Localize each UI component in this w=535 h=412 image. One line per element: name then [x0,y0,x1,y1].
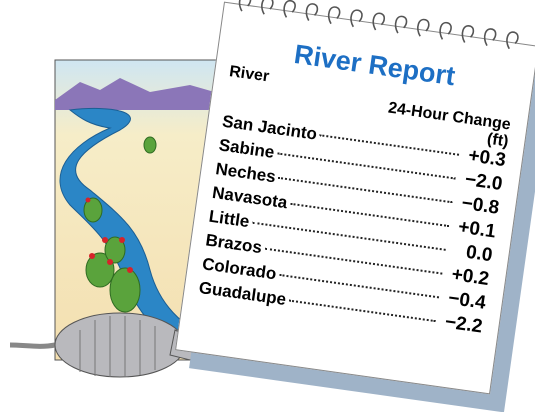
change-value: −0.8 [454,192,501,220]
spiral-ring [417,19,430,37]
spiral-ring [439,22,452,40]
spiral-ring [483,28,496,46]
spiral-ring [283,0,296,18]
spiral-ring [238,0,251,12]
spiral-ring [261,0,274,15]
change-value: +0.1 [450,216,497,244]
change-value: −0.4 [440,287,487,315]
spiral-ring [506,31,519,49]
spiral-ring [372,13,385,31]
spiral-ring [327,6,340,24]
spiral-ring [350,9,363,27]
column-header: River [224,63,270,116]
river-name: Little [208,207,251,232]
change-value: +0.3 [460,144,507,172]
spiral-ring [305,3,318,21]
page: River Report River 24-Hour Change (ft) S… [0,0,535,403]
spiral-ring [461,25,474,43]
change-value: 0.0 [447,239,494,267]
change-value: +0.2 [444,263,491,291]
spiral-ring [394,16,407,34]
change-value: −2.0 [457,168,504,196]
change-value: −2.2 [437,311,484,339]
notepad: River Report River 24-Hour Change (ft) S… [175,2,535,395]
